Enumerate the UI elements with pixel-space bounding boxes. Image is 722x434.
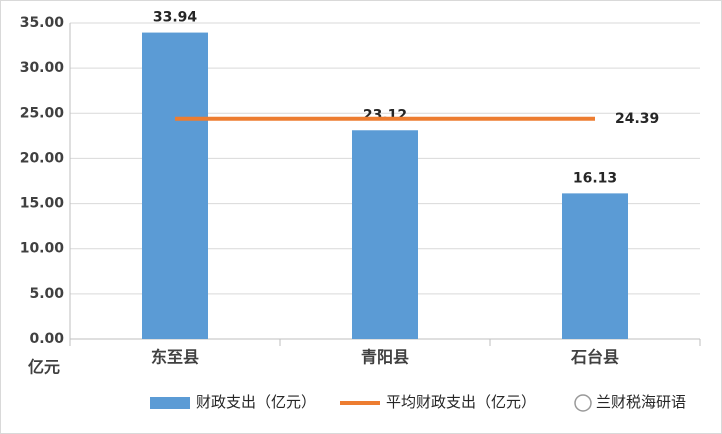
y-tick-label: 15.00 bbox=[20, 196, 65, 212]
data-label: 24.39 bbox=[615, 111, 659, 127]
y-tick-label: 0.00 bbox=[29, 331, 64, 347]
y-tick-label: 20.00 bbox=[20, 150, 65, 166]
watermark-text: 兰财税海研语 bbox=[596, 393, 686, 411]
y-axis-label: 亿元 bbox=[28, 358, 60, 377]
legend-swatch bbox=[150, 397, 190, 409]
y-tick-label: 25.00 bbox=[20, 105, 65, 121]
x-tick-label: 东至县 bbox=[151, 348, 199, 367]
data-label: 23.12 bbox=[363, 107, 407, 123]
x-tick-label: 石台县 bbox=[570, 348, 619, 367]
data-label: 33.94 bbox=[153, 10, 198, 26]
data-label: 16.13 bbox=[573, 170, 617, 186]
y-tick-label: 35.00 bbox=[20, 15, 65, 31]
y-tick-label: 10.00 bbox=[20, 241, 65, 257]
bar bbox=[562, 193, 628, 339]
watermark-icon bbox=[574, 394, 592, 412]
y-tick-label: 5.00 bbox=[29, 286, 64, 302]
legend-label: 平均财政支出（亿元） bbox=[386, 393, 536, 411]
y-tick-label: 30.00 bbox=[20, 60, 65, 76]
legend-label: 财政支出（亿元） bbox=[196, 393, 316, 411]
x-tick-label: 青阳县 bbox=[361, 348, 409, 367]
bar bbox=[352, 130, 418, 339]
bar bbox=[142, 32, 208, 340]
watermark: 兰财税海研语 bbox=[574, 393, 686, 412]
